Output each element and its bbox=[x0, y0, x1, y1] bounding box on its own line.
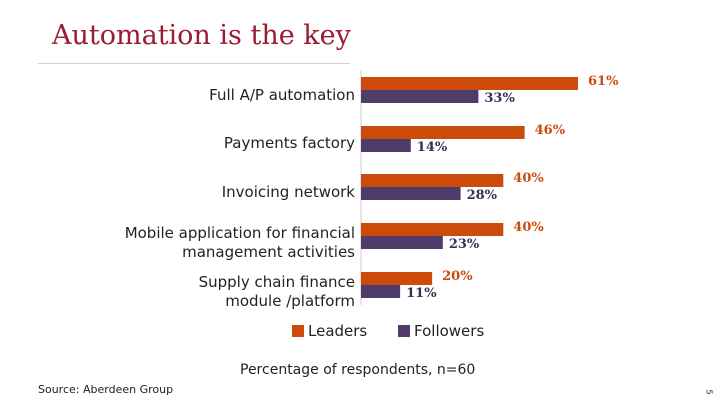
data-label-leaders-1: 46% bbox=[535, 123, 566, 138]
data-label-leaders-4: 20% bbox=[442, 269, 473, 284]
data-label-leaders-3: 40% bbox=[513, 220, 544, 235]
bar-followers-1 bbox=[361, 139, 411, 152]
category-label-0: Full A/P automation bbox=[209, 86, 355, 105]
legend-leaders-swatch bbox=[292, 325, 304, 337]
data-label-followers-3: 23% bbox=[449, 237, 480, 252]
page-number: 5 bbox=[704, 389, 714, 395]
category-label-line: Mobile application for financial bbox=[124, 224, 355, 242]
slide-title: Automation is the key bbox=[52, 20, 351, 51]
bar-followers-0 bbox=[361, 90, 479, 103]
data-label-followers-2: 28% bbox=[467, 188, 498, 203]
source-note: Source: Aberdeen Group bbox=[38, 383, 174, 396]
bar-leaders-2 bbox=[361, 174, 504, 187]
category-label-3: Mobile application for financial manageme… bbox=[125, 224, 355, 262]
category-label-line: Payments factory bbox=[223, 133, 355, 152]
bar-followers-4 bbox=[361, 285, 401, 298]
chart-footnote: Percentage of respondents, n=60 bbox=[240, 362, 476, 378]
legend-leaders-label: Leaders bbox=[308, 322, 368, 340]
category-label-line: Supply chain finance bbox=[198, 273, 355, 291]
legend-followers-label: Followers bbox=[414, 322, 485, 340]
category-label-4: Supply chain finance module /platform bbox=[199, 273, 355, 311]
data-label-followers-4: 11% bbox=[406, 286, 437, 301]
bar-leaders-1 bbox=[361, 126, 525, 139]
data-label-leaders-0: 61% bbox=[588, 74, 619, 89]
data-label-followers-0: 33% bbox=[484, 91, 515, 106]
category-label-line: Invoicing network bbox=[221, 182, 355, 201]
data-label-followers-1: 14% bbox=[417, 140, 448, 155]
bar-followers-2 bbox=[361, 187, 461, 200]
title-divider bbox=[38, 63, 350, 64]
legend-leaders: Leaders bbox=[292, 322, 367, 340]
legend-followers: Followers bbox=[398, 322, 484, 340]
category-label-line: management activities bbox=[182, 243, 355, 261]
legend-followers-swatch bbox=[398, 325, 410, 337]
bar-followers-3 bbox=[361, 236, 443, 249]
bar-leaders-0 bbox=[361, 77, 578, 90]
category-label-2: Invoicing network bbox=[222, 183, 355, 202]
bar-leaders-3 bbox=[361, 223, 504, 236]
bar-leaders-4 bbox=[361, 272, 433, 285]
category-label-1: Payments factory bbox=[224, 134, 355, 153]
data-label-leaders-2: 40% bbox=[513, 171, 544, 186]
category-label-line: module /platform bbox=[225, 292, 355, 310]
category-label-line: Full A/P automation bbox=[209, 85, 355, 104]
